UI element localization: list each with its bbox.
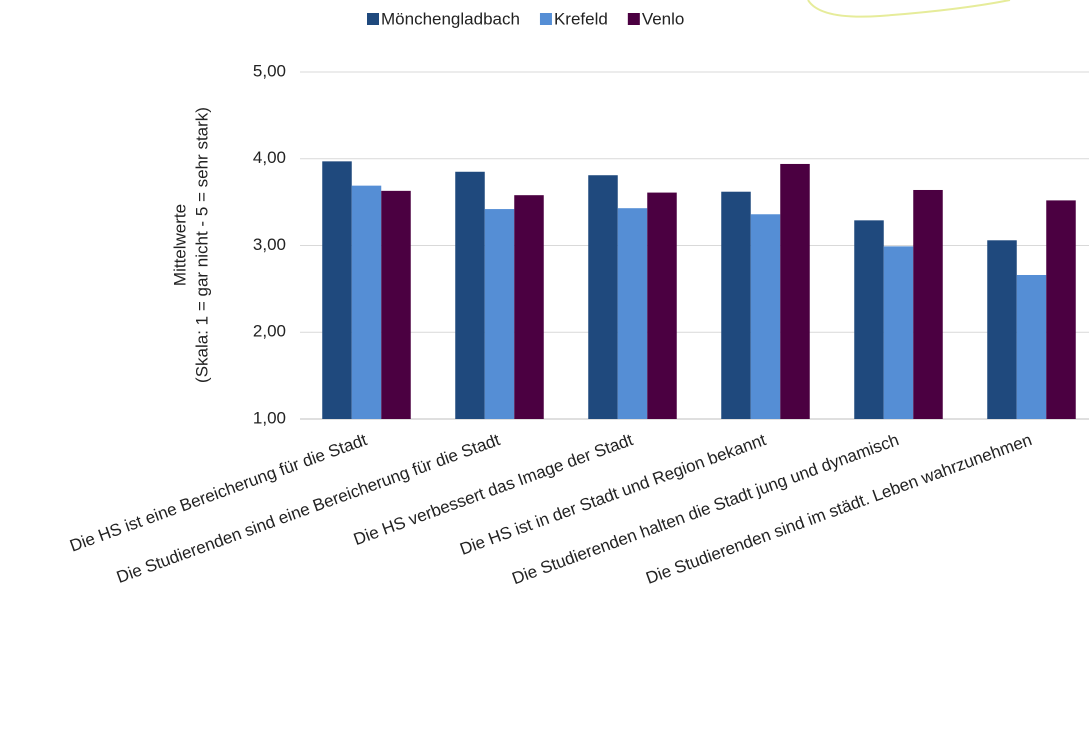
- bar: [351, 185, 382, 419]
- bar: [588, 175, 618, 419]
- legend-swatch: [367, 13, 379, 25]
- y-tick-label: 5,00: [253, 61, 286, 80]
- bar: [780, 163, 810, 419]
- legend-label: Mönchengladbach: [381, 9, 520, 28]
- legend-swatch: [627, 13, 640, 25]
- bar: [987, 240, 1017, 419]
- legend-label: Venlo: [642, 9, 685, 28]
- bar: [883, 246, 914, 419]
- bar: [617, 208, 648, 419]
- y-tick-label: 4,00: [253, 148, 286, 167]
- legend-swatch: [539, 13, 552, 25]
- bar: [484, 209, 515, 419]
- bar: [913, 189, 943, 419]
- y-tick-label: 3,00: [253, 235, 286, 254]
- y-tick-label: 2,00: [253, 322, 286, 341]
- bar: [647, 192, 677, 419]
- bar: [322, 161, 352, 420]
- bar: [1046, 200, 1076, 419]
- bar: [1016, 274, 1047, 419]
- bar: [455, 171, 485, 419]
- y-axis-title-line: (Skala: 1 = gar nicht - 5 = sehr stark): [192, 107, 211, 383]
- bar: [381, 190, 411, 419]
- y-axis-title: Mittelwerte (Skala: 1 = gar nicht - 5 = …: [170, 107, 211, 383]
- bar: [750, 214, 781, 419]
- legend-label: Krefeld: [554, 9, 608, 28]
- bar: [854, 220, 884, 419]
- bar: [514, 195, 544, 419]
- decoration: [807, 0, 1011, 18]
- bar: [721, 191, 751, 419]
- y-axis-title-line: Mittelwerte: [170, 204, 189, 286]
- y-tick-label: 1,00: [253, 408, 286, 427]
